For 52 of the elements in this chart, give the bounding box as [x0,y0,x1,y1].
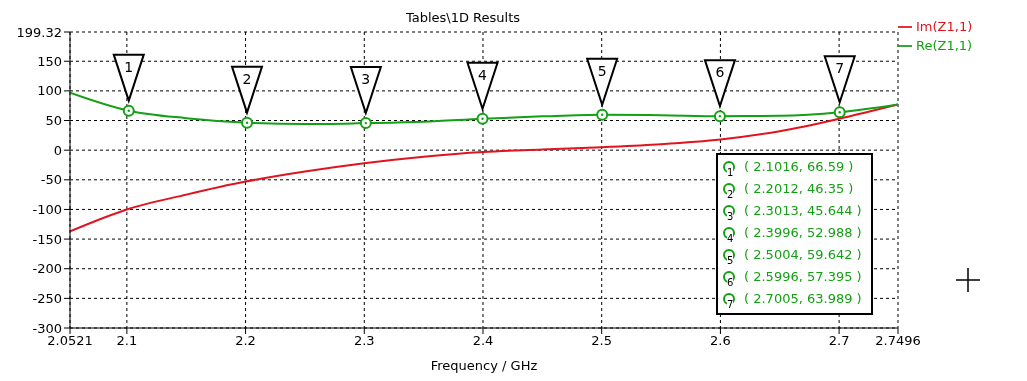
annotation: 6 [715,64,725,81]
annotation: 4 [478,66,488,83]
x-tick-label: 2.2 [235,333,256,349]
y-tick-label: -150 [32,231,62,247]
legend-label: Im(Z1,1) [916,19,973,34]
y-tick-label: -50 [40,172,62,188]
annotation: ( 2.3996, 52.988 ) [744,225,862,240]
point [713,110,726,123]
x-tick-label: 2.3 [353,333,375,349]
text: 2 [727,189,734,200]
point [359,117,372,130]
annotation: 5 [597,62,607,79]
annotation: ( 2.5996, 57.395 ) [744,269,862,284]
x-tick-label: 2.7 [828,333,850,349]
y-tick-label: 100 [37,83,62,99]
text: 3 [727,211,734,222]
y-tick-label: -250 [32,290,62,306]
point [122,104,135,117]
annotation: ( 2.3013, 45.644 ) [744,203,862,218]
annotation: 1 [124,58,134,75]
annotation: 3 [361,71,371,88]
annotation: 7 [835,60,845,77]
point [833,106,846,119]
point [476,112,489,125]
annotation: ( 2.1016, 66.59 ) [744,159,854,174]
y-tick-label: 0 [53,142,62,158]
y-tick-label: -100 [32,202,62,218]
y-tick-label: -300 [32,320,62,336]
x-tick-label: 2.0521 [47,333,93,349]
legend-label: Re(Z1,1) [916,38,973,53]
x-tick-label: 2.7496 [875,333,921,349]
x-tick-label: 2.1 [116,333,138,349]
y-tick-label: 150 [37,53,62,69]
y-tick-label: 50 [45,113,62,129]
chart-title: Tables\1D Results [405,10,521,25]
y-tick-label: -200 [32,261,62,277]
text: 4 [727,233,734,244]
y-tick-label: 199.32 [16,24,62,40]
annotation: 2 [242,70,252,87]
x-tick-label: 2.4 [472,333,494,349]
text: 7 [727,299,734,310]
annotation: ( 2.5004, 59.642 ) [744,247,862,262]
point [596,108,609,121]
x-tick-label: 2.6 [710,333,731,349]
text: 5 [727,255,734,266]
annotation: ( 2.7005, 63.989 ) [744,291,862,306]
x-axis-title: Frequency / GHz [430,358,538,373]
x-tick-label: 2.5 [591,333,613,349]
point [241,116,253,129]
text: 1 [727,167,734,178]
annotation: ( 2.2012, 46.35 ) [744,181,854,196]
text: 6 [727,277,734,288]
